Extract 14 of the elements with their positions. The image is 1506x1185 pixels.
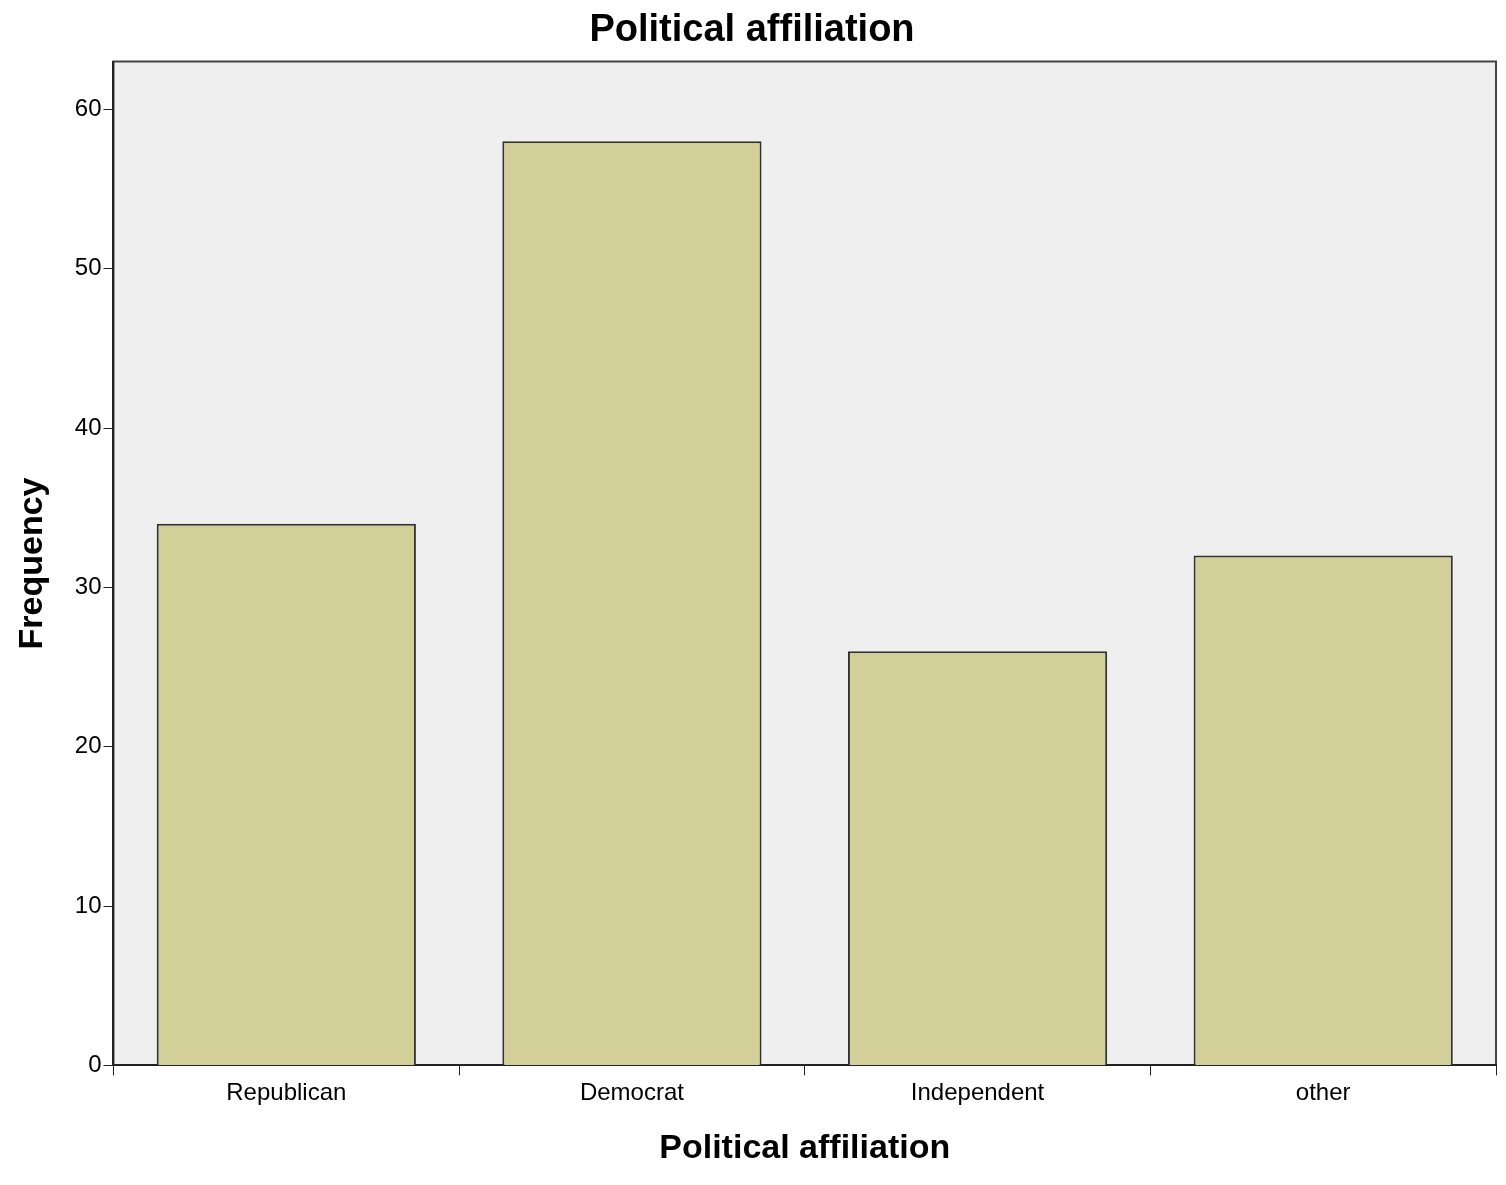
x-tick-label: Republican xyxy=(226,1078,347,1106)
x-tick-label: Independent xyxy=(910,1078,1045,1106)
y-axis-title: Frequency xyxy=(10,477,49,650)
x-tick-label: other xyxy=(1295,1078,1351,1106)
y-tick-label: 40 xyxy=(74,412,102,440)
y-tick-label: 30 xyxy=(74,572,102,600)
y-tick-label: 0 xyxy=(88,1050,102,1078)
y-tick-label: 60 xyxy=(74,94,102,122)
y-tick-label: 50 xyxy=(74,253,102,281)
y-tick-label: 20 xyxy=(74,731,102,759)
y-tick-label: 10 xyxy=(74,890,102,918)
x-axis-title: Political affiliation xyxy=(659,1126,951,1165)
chart-title: Political affiliation xyxy=(589,7,915,50)
x-tick-label: Democrat xyxy=(579,1078,685,1106)
